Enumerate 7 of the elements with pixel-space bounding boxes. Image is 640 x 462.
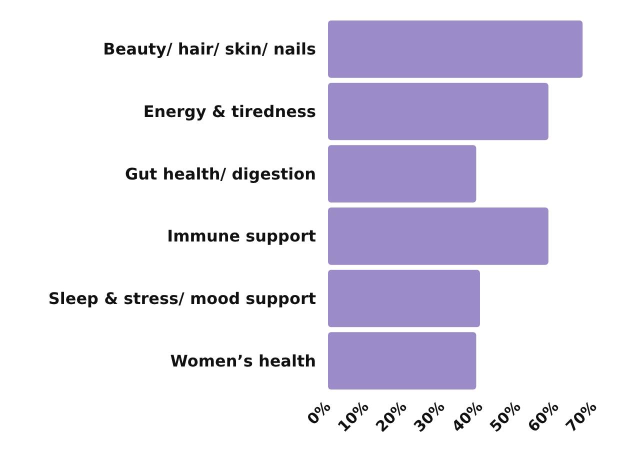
x-tick-label: 0%	[304, 398, 334, 428]
y-tick-label: Beauty/ hair/ skin/ nails	[103, 40, 316, 59]
y-tick-label: Women’s health	[170, 351, 316, 370]
y-tick-label: Sleep & stress/ mood support	[48, 289, 316, 308]
y-tick-label: Gut health/ digestion	[125, 164, 316, 184]
y-tick-label: Immune support	[167, 226, 316, 246]
y-tick-label: Energy & tiredness	[143, 102, 316, 121]
